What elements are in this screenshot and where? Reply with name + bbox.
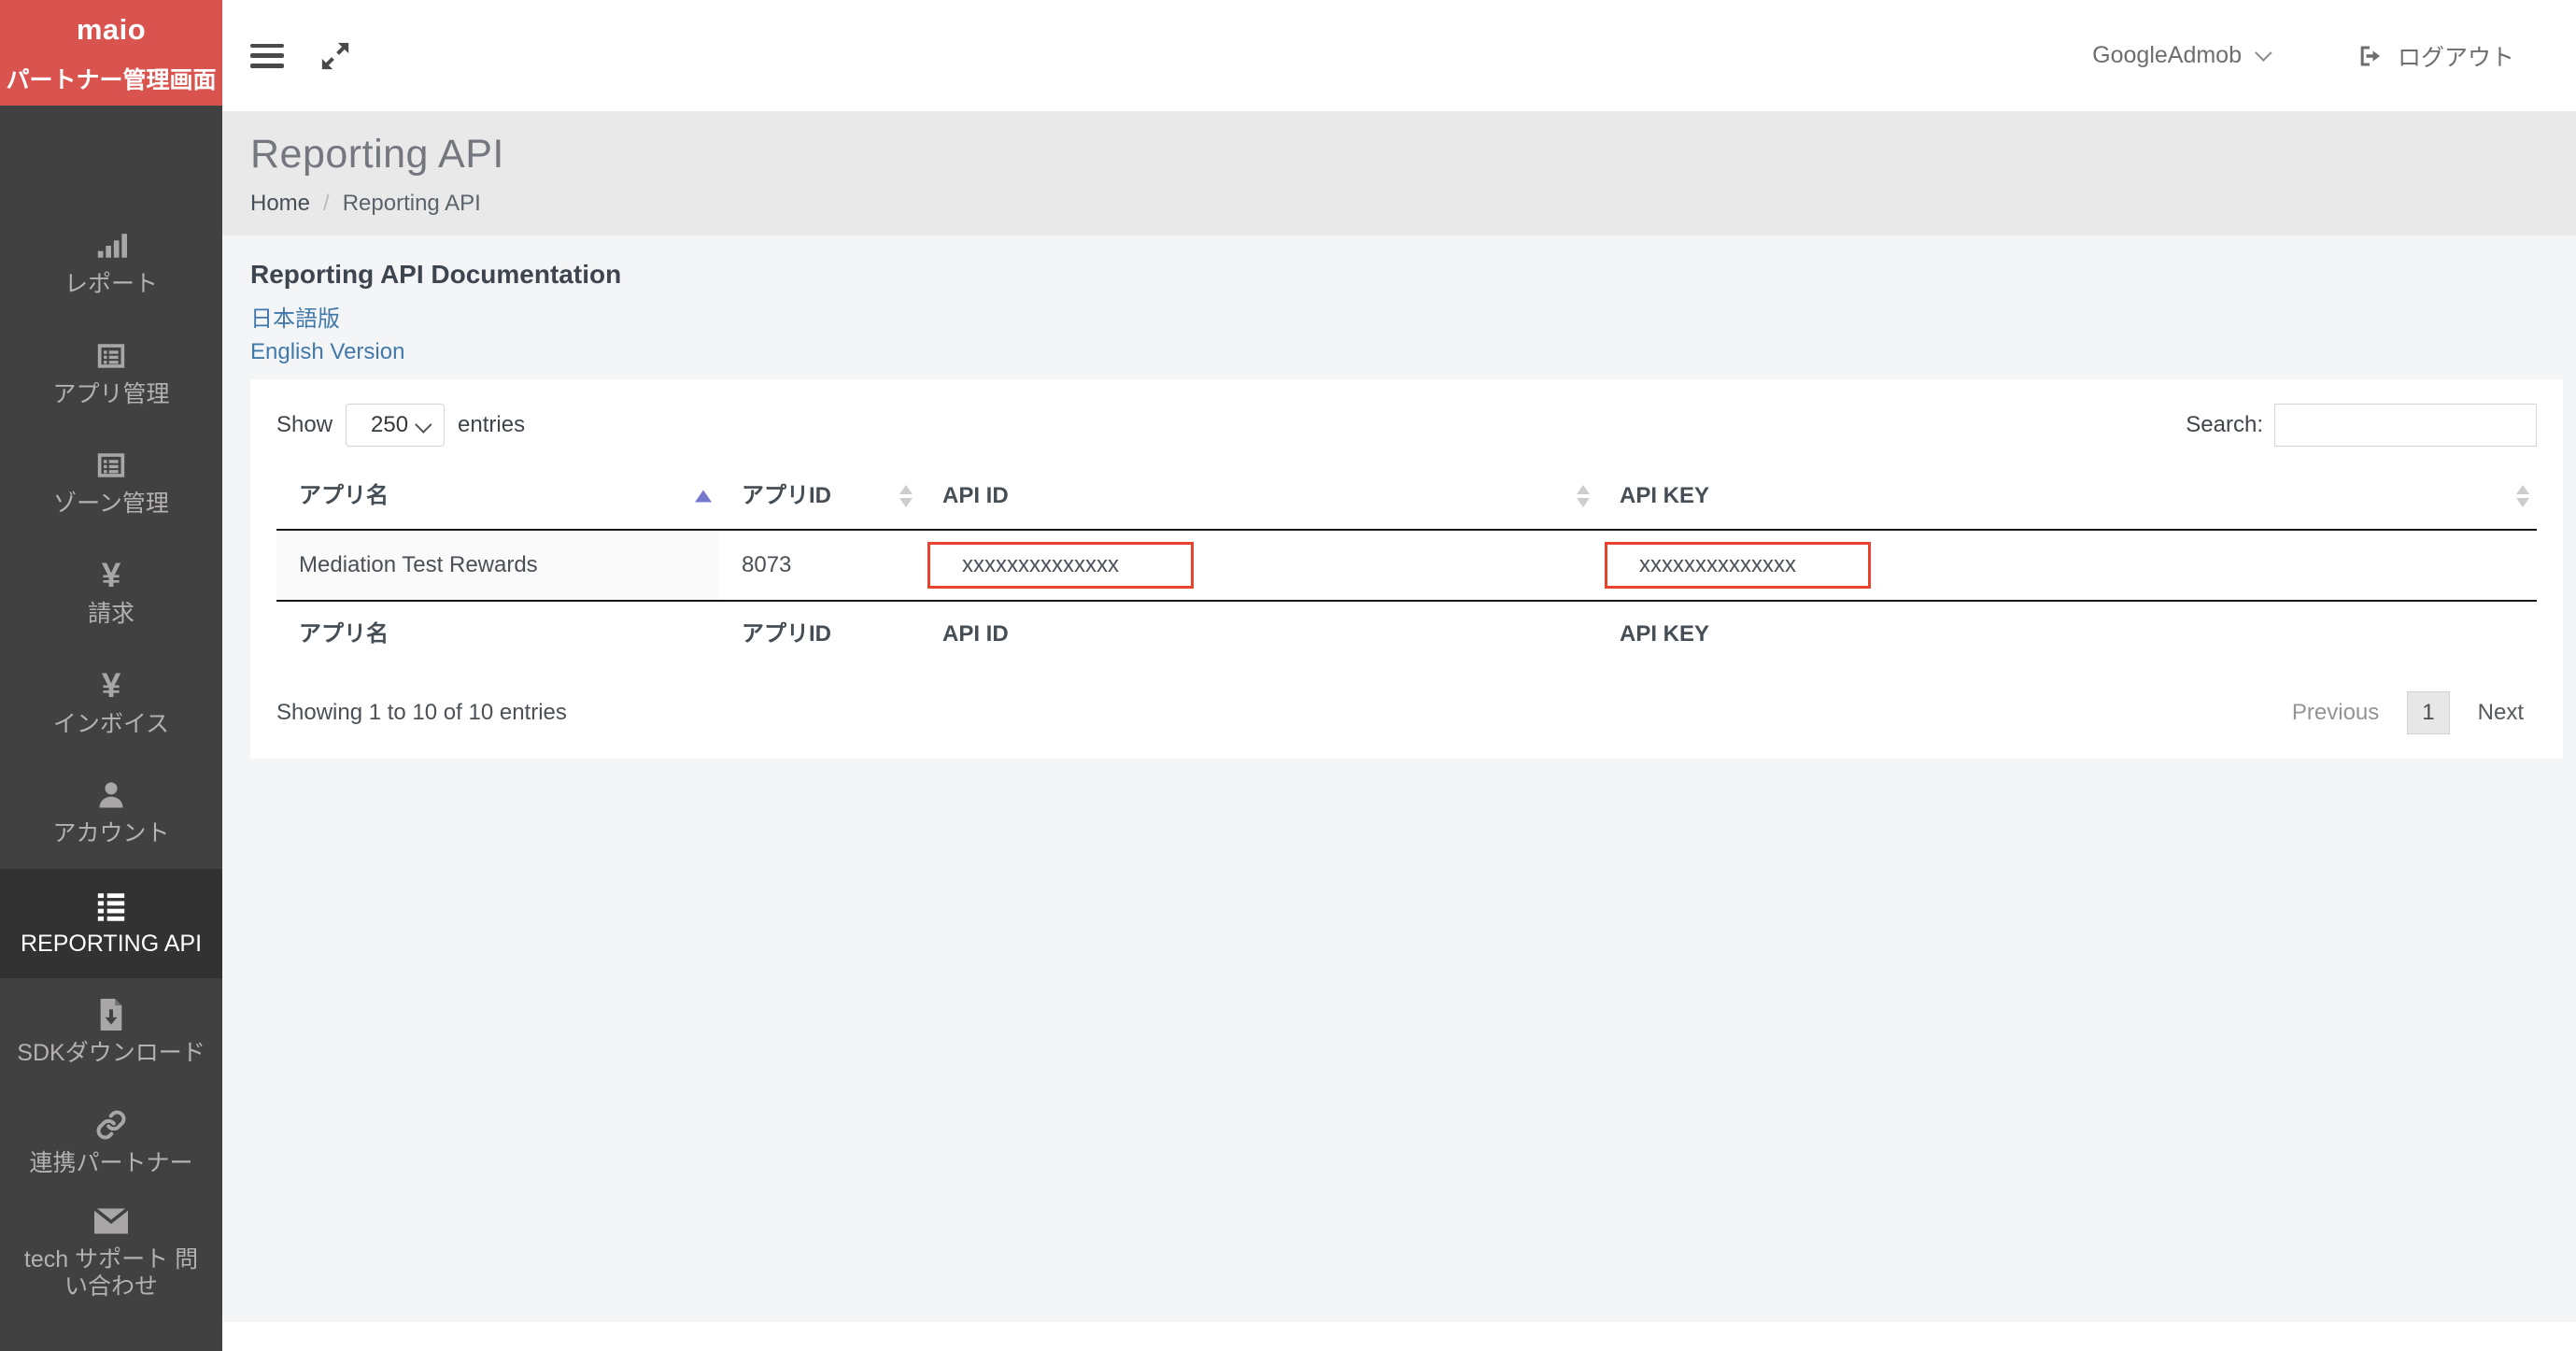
cell-app-id: 8073 xyxy=(742,552,792,577)
breadcrumb-home-link[interactable]: Home xyxy=(250,191,311,216)
api-key-value-box: xxxxxxxxxxxxxx xyxy=(1605,542,1871,589)
sidebar-item-zone-management[interactable]: ゾーン管理 xyxy=(0,429,222,539)
sidebar-item-invoice[interactable]: ¥ インボイス xyxy=(0,648,222,759)
chevron-down-icon xyxy=(415,416,432,434)
user-icon xyxy=(95,779,127,811)
brand-subtitle: パートナー管理画面 xyxy=(6,67,217,93)
fullscreen-toggle-icon[interactable] xyxy=(319,40,351,72)
footer-api-id: API ID xyxy=(920,600,1597,667)
column-header-label: API KEY xyxy=(1620,483,1710,508)
table-footer-bar: Showing 1 to 10 of 10 entries Previous 1… xyxy=(276,691,2537,734)
table-controls: Show 250 entries Search: xyxy=(276,404,2537,447)
file-download-icon xyxy=(97,999,125,1031)
list-icon xyxy=(95,889,127,921)
bar-chart-icon xyxy=(95,230,127,262)
sidebar-item-app-management[interactable]: アプリ管理 xyxy=(0,320,222,430)
yen-icon: ¥ xyxy=(101,665,121,704)
api-id-value-box: xxxxxxxxxxxxxx xyxy=(927,542,1194,589)
logout-button[interactable]: ログアウト xyxy=(2357,39,2514,73)
topbar-right: GoogleAdmob ログアウト xyxy=(2092,39,2514,73)
sidebar-item-billing[interactable]: ¥ 請求 xyxy=(0,539,222,649)
column-header-app-id[interactable]: アプリID xyxy=(719,463,920,531)
table-footer-row: アプリ名 アプリID API ID API KEY xyxy=(276,600,2537,667)
sidebar-item-label: ゾーン管理 xyxy=(53,491,169,518)
logout-label: ログアウト xyxy=(2397,44,2514,71)
column-header-label: API ID xyxy=(942,483,1009,508)
table-panel: Show 250 entries Search: アプリ名 xyxy=(250,379,2563,759)
table-row: Mediation Test Rewards 8073 xxxxxxxxxxxx… xyxy=(276,530,2537,601)
sort-both-icon xyxy=(2516,485,2529,507)
japanese-version-link[interactable]: 日本語版 xyxy=(250,306,340,332)
page-length-select[interactable]: 250 xyxy=(346,404,446,447)
sign-out-icon xyxy=(2357,43,2383,69)
column-header-api-key[interactable]: API KEY xyxy=(1597,463,2537,531)
brand-logo: maio パートナー管理画面 xyxy=(0,0,222,106)
chevron-down-icon xyxy=(2255,44,2272,62)
sidebar: maio パートナー管理画面 レポート アプリ管理 ゾーン管理 ¥ 請求 ¥ xyxy=(0,0,222,1351)
sidebar-item-label: 請求 xyxy=(87,601,134,628)
reporting-api-table: アプリ名 アプリID API ID API KEY xyxy=(276,463,2537,667)
pagination-page-1-button[interactable]: 1 xyxy=(2407,691,2450,734)
list-alt-icon xyxy=(95,340,127,372)
yen-icon: ¥ xyxy=(101,556,121,595)
footer-api-key: API KEY xyxy=(1597,600,2537,667)
cell-api-id: xxxxxxxxxxxxxx xyxy=(920,530,1597,601)
sidebar-item-report[interactable]: レポート xyxy=(0,209,222,320)
sidebar-item-label: レポート xyxy=(64,271,158,298)
table-header-row: アプリ名 アプリID API ID API KEY xyxy=(276,463,2537,531)
cell-api-key: xxxxxxxxxxxxxx xyxy=(1597,530,2537,601)
sidebar-item-account[interactable]: アカウント xyxy=(0,759,222,869)
main-content: Reporting API Documentation 日本語版 English… xyxy=(222,235,2576,1322)
sort-both-icon xyxy=(899,485,913,507)
pagination-next-button[interactable]: Next xyxy=(2477,700,2524,725)
list-alt-icon xyxy=(95,449,127,481)
show-label: Show xyxy=(276,412,333,437)
pagination: Previous 1 Next xyxy=(2279,691,2537,734)
page-title: Reporting API xyxy=(250,132,504,177)
table-info: Showing 1 to 10 of 10 entries xyxy=(276,700,567,725)
search-label: Search: xyxy=(2186,412,2263,437)
sidebar-item-label: 連携パートナー xyxy=(29,1150,193,1177)
entries-label: entries xyxy=(458,412,526,437)
sidebar-item-sdk-download[interactable]: SDKダウンロード xyxy=(0,978,222,1088)
link-icon xyxy=(95,1109,127,1141)
sidebar-item-label: SDKダウンロード xyxy=(17,1040,205,1067)
topbar: GoogleAdmob ログアウト xyxy=(222,0,2576,111)
breadcrumb-separator: / xyxy=(323,191,330,216)
pagination-previous-button[interactable]: Previous xyxy=(2291,700,2380,725)
column-header-label: アプリID xyxy=(742,483,831,508)
sort-both-icon xyxy=(1577,485,1590,507)
column-header-app-name[interactable]: アプリ名 xyxy=(276,463,719,531)
doc-links: 日本語版 English Version xyxy=(250,303,2563,368)
sidebar-nav: レポート アプリ管理 ゾーン管理 ¥ 請求 ¥ インボイス アカウント xyxy=(0,209,222,1308)
column-header-label: アプリ名 xyxy=(299,483,389,508)
sidebar-item-label: アカウント xyxy=(52,820,170,847)
sidebar-item-label: アプリ管理 xyxy=(52,380,170,407)
partner-dropdown-label: GoogleAdmob xyxy=(2092,42,2242,68)
page-length-value: 250 xyxy=(371,412,409,437)
menu-toggle-icon[interactable] xyxy=(250,43,284,68)
sidebar-item-tech-support[interactable]: tech サポート 問い合わせ xyxy=(0,1198,222,1308)
sidebar-item-label: REPORTING API xyxy=(20,930,203,957)
search-control: Search: xyxy=(2186,404,2537,447)
page-length-control: Show 250 entries xyxy=(276,404,525,447)
doc-heading: Reporting API Documentation xyxy=(250,260,622,289)
envelope-icon xyxy=(94,1205,128,1237)
sort-asc-icon xyxy=(695,490,712,503)
brand-name: maio xyxy=(76,13,147,46)
sidebar-item-reporting-api[interactable]: REPORTING API xyxy=(0,868,222,979)
breadcrumb: Home / Reporting API xyxy=(250,191,2576,217)
search-input[interactable] xyxy=(2274,404,2537,447)
breadcrumb-current: Reporting API xyxy=(342,191,481,216)
footer-app-id: アプリID xyxy=(719,600,920,667)
sidebar-item-label: tech サポート 問い合わせ xyxy=(23,1246,199,1301)
footer-app-name: アプリ名 xyxy=(276,600,719,667)
sidebar-item-label: インボイス xyxy=(52,710,170,737)
cell-app-name: Mediation Test Rewards xyxy=(276,530,719,601)
english-version-link[interactable]: English Version xyxy=(250,339,405,364)
column-header-api-id[interactable]: API ID xyxy=(920,463,1597,531)
page-header: Reporting API Home / Reporting API xyxy=(222,111,2576,235)
sidebar-item-partners[interactable]: 連携パートナー xyxy=(0,1088,222,1199)
partner-dropdown[interactable]: GoogleAdmob xyxy=(2092,42,2272,69)
